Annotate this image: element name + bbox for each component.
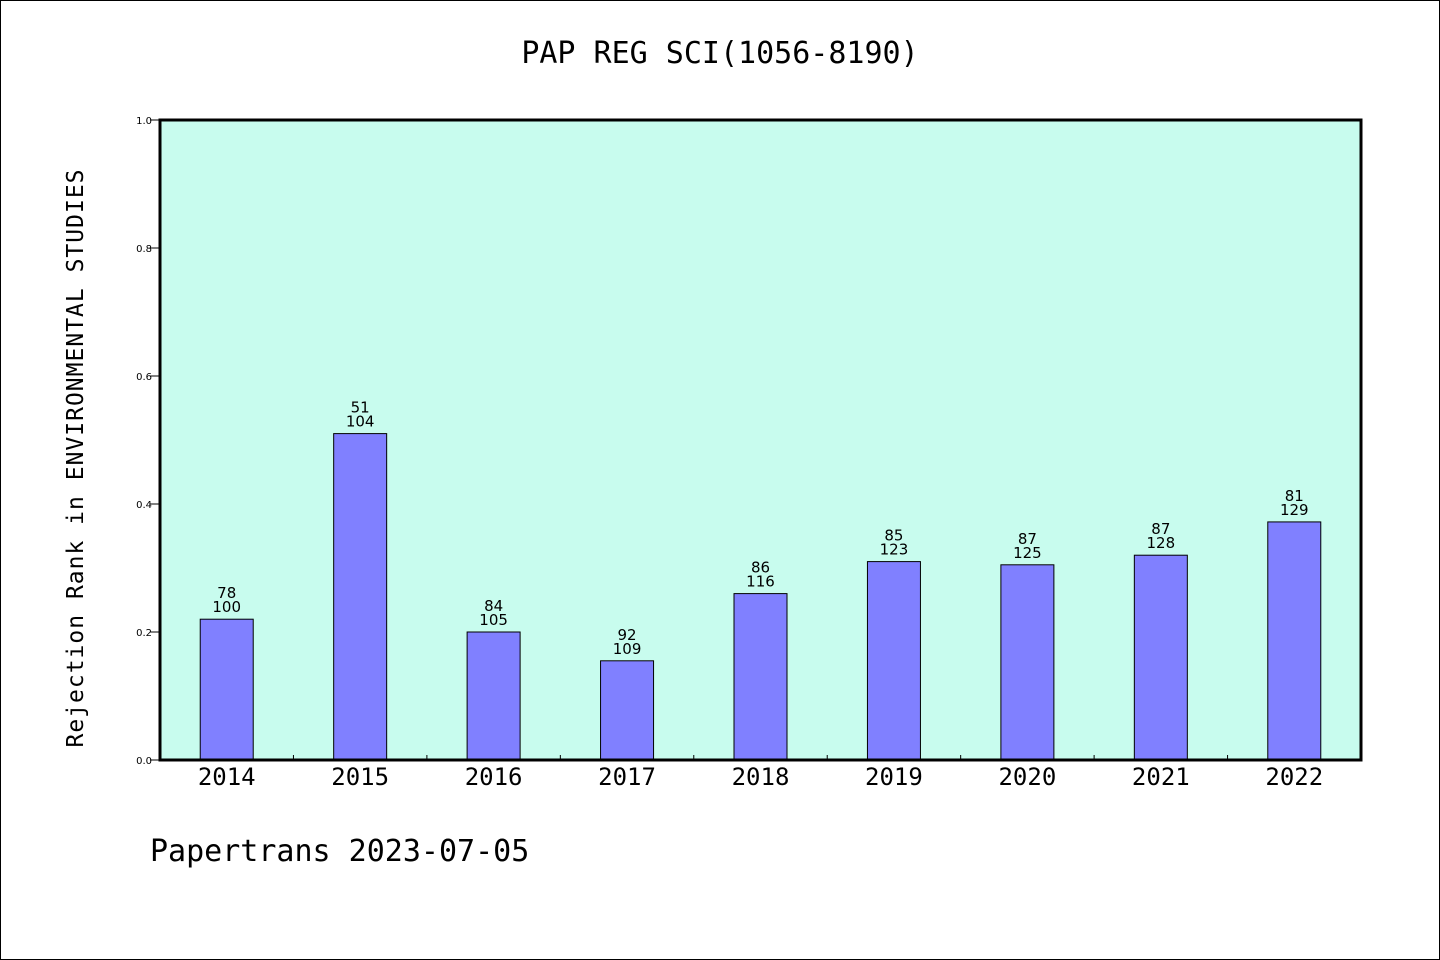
bar-rank-label: 92	[618, 626, 637, 644]
x-tick-label: 2022	[1265, 763, 1323, 791]
bar-total-label: 123	[880, 541, 909, 559]
bar	[866, 561, 921, 761]
x-tick-label: 2017	[598, 763, 656, 791]
bar	[1267, 521, 1322, 761]
y-tick-label: 1.0	[136, 116, 152, 127]
bar	[1133, 554, 1188, 761]
footer-text: Papertrans 2023-07-05	[150, 834, 530, 869]
x-tick-label: 2020	[998, 763, 1056, 791]
x-tick-label: 2019	[865, 763, 923, 791]
bar	[1000, 564, 1055, 761]
bar-total-label: 105	[479, 611, 508, 629]
bar-total-label: 128	[1147, 534, 1176, 552]
x-tick-label: 2015	[331, 763, 389, 791]
bar	[466, 631, 521, 761]
chart-title: PAP REG SCI(1056-8190)	[521, 36, 919, 71]
bar-rank-label: 51	[351, 399, 370, 417]
bar	[333, 433, 388, 761]
bar	[733, 593, 788, 761]
x-tick-label: 2021	[1132, 763, 1190, 791]
y-tick-label: 0.6	[136, 372, 152, 383]
bar-total-label: 109	[613, 640, 642, 658]
x-tick-label: 2014	[198, 763, 256, 791]
bar-rank-label: 86	[751, 559, 770, 577]
x-tick-label: 2018	[732, 763, 790, 791]
bar-total-label: 129	[1280, 501, 1309, 519]
bar-rank-label: 85	[884, 527, 903, 545]
plot-border	[158, 118, 1363, 762]
y-tick-label: 0.0	[136, 756, 152, 767]
bar-rank-label: 84	[484, 597, 503, 615]
y-tick-label: 0.8	[136, 244, 152, 255]
bar-rank-label: 81	[1285, 487, 1304, 505]
bar-rank-label: 87	[1151, 520, 1170, 538]
bar	[199, 618, 254, 761]
y-tick-label: 0.2	[136, 628, 152, 639]
bar-total-label: 116	[746, 573, 775, 591]
x-tick-label: 2016	[465, 763, 523, 791]
bar-total-label: 100	[212, 598, 241, 616]
bar	[600, 660, 655, 761]
y-tick-label: 0.4	[136, 500, 152, 511]
bar-rank-label: 78	[217, 584, 236, 602]
bar-total-label: 104	[346, 413, 375, 431]
bar-rank-label: 87	[1018, 530, 1037, 548]
bar-total-label: 125	[1013, 544, 1042, 562]
